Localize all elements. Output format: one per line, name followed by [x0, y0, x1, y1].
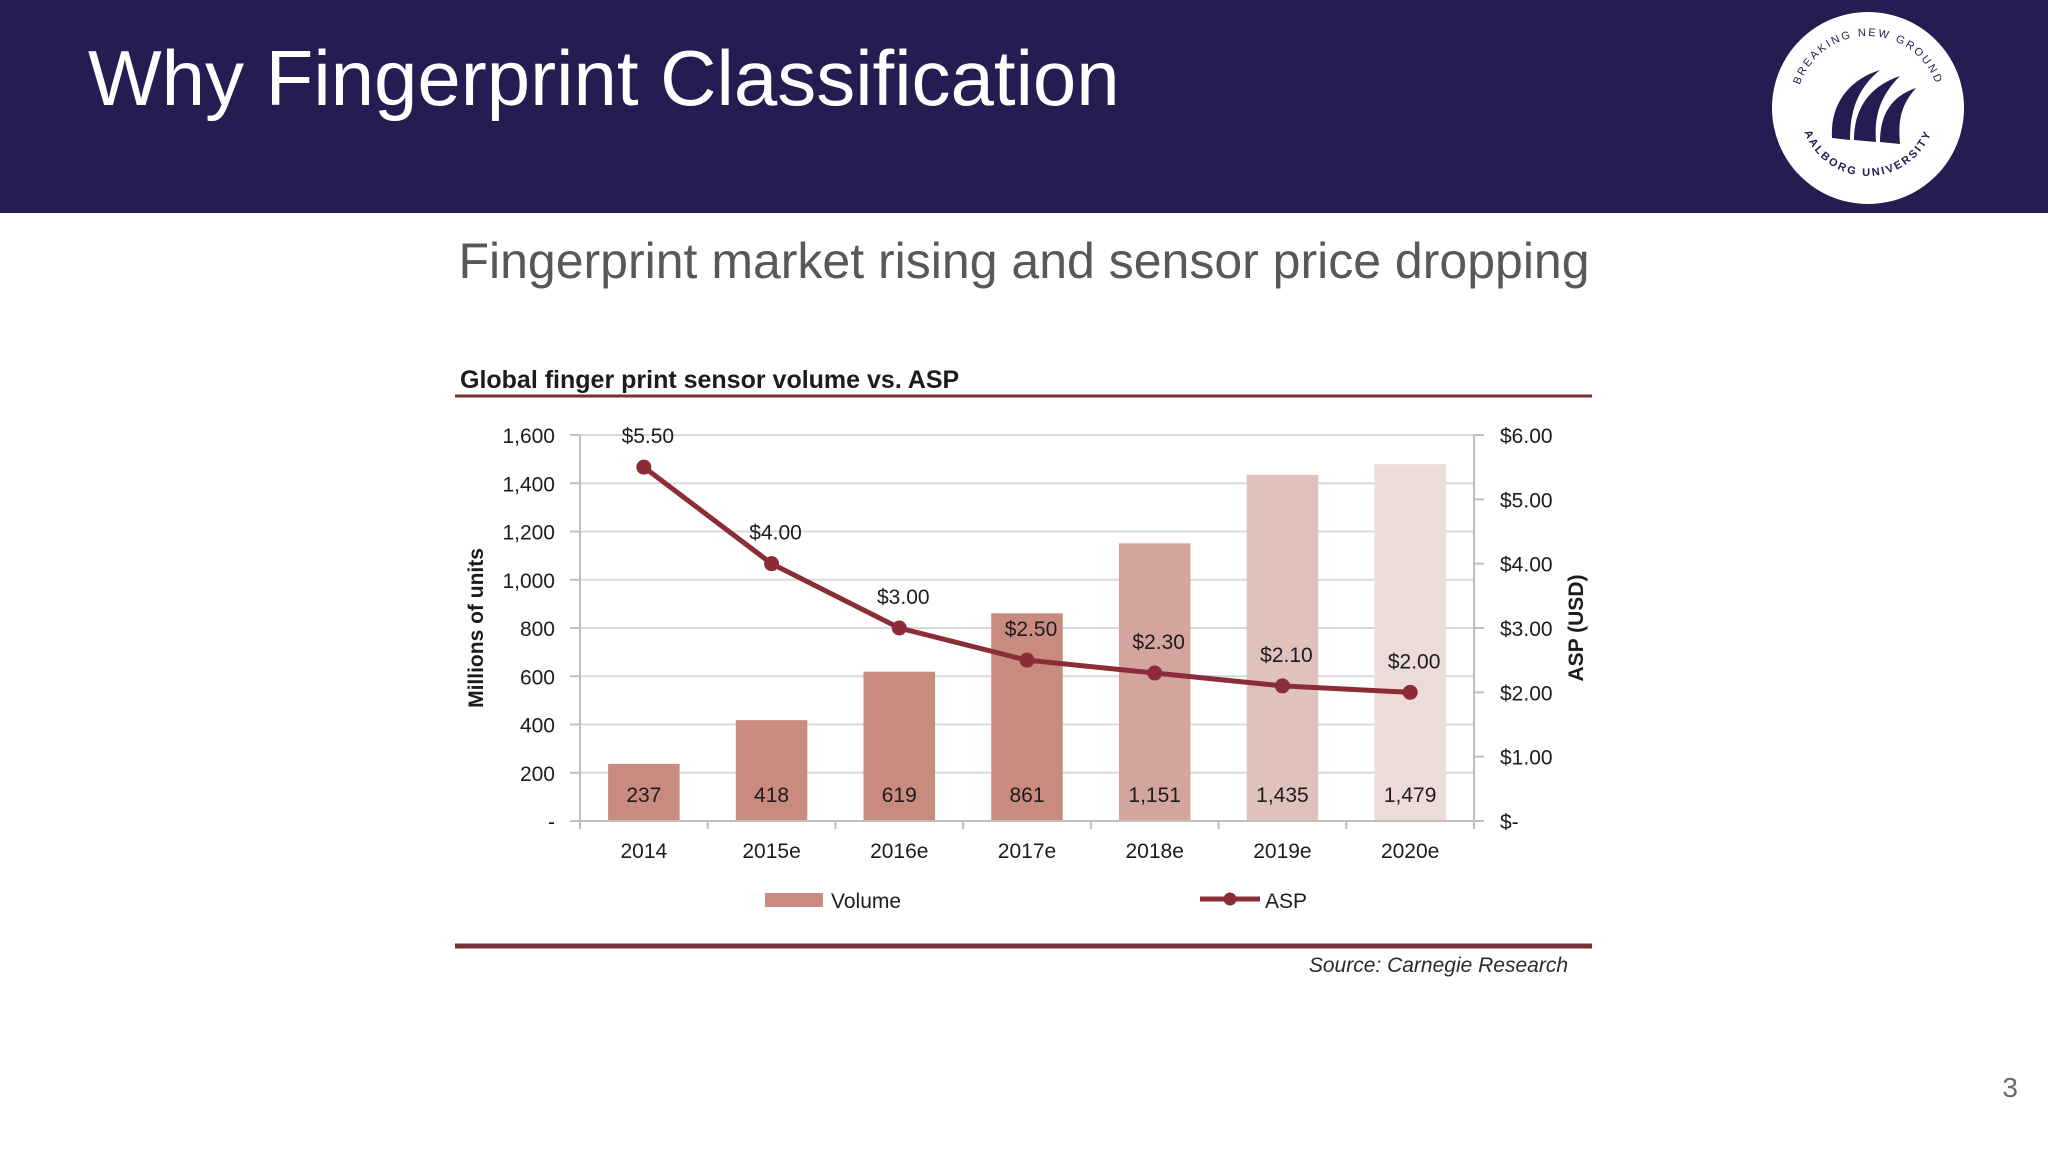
volume-bar: [1246, 474, 1319, 821]
aalborg-wave-icon: [1831, 70, 1916, 144]
y2-axis-label: ASP (USD): [1565, 575, 1588, 682]
axes: - 200 400 600 800 1,000 1,200 1,400 1,600 $- $1.00…: [502, 425, 1552, 863]
x-tick-label: 2015e: [742, 840, 800, 863]
asp-value-label: $2.50: [1005, 618, 1058, 641]
legend-volume-swatch: [765, 893, 823, 907]
y-tick-label: 1,600: [502, 425, 555, 448]
volume-bar: [863, 671, 936, 821]
volume-value-label: 619: [882, 784, 917, 807]
asp-point: [891, 620, 907, 636]
asp-point: [1147, 665, 1163, 681]
asp-point: [1402, 684, 1418, 700]
legend-volume-label: Volume: [831, 890, 901, 913]
asp-line: [636, 459, 1418, 700]
y-tick-label: 200: [520, 763, 555, 786]
data-labels: 237 418 619 861 1,151 1,435 1,479 $5.50 $4.00 $3.…: [622, 425, 1441, 807]
volume-bar: [735, 720, 808, 821]
y-tick-label: 800: [520, 618, 555, 641]
x-tick-label: 2020e: [1381, 840, 1439, 863]
y2-tick-label: $4.00: [1500, 554, 1553, 577]
volume-value-label: 237: [626, 784, 661, 807]
volume-value-label: 1,151: [1128, 784, 1181, 807]
y-tick-label: -: [548, 811, 555, 834]
chart-source: Source: Carnegie Research: [1309, 954, 1568, 977]
slide-header: Why Fingerprint Classification BREAKING …: [0, 0, 2048, 213]
volume-bars: [608, 464, 1446, 821]
volume-bar: [1374, 464, 1446, 821]
y-tick-label: 1,400: [502, 473, 555, 496]
volume-bar: [1118, 543, 1191, 821]
y-tick-label: 1,000: [502, 570, 555, 593]
slide-subtitle: Fingerprint market rising and sensor pri…: [458, 233, 1590, 289]
volume-value-label: 1,435: [1256, 784, 1309, 807]
volume-bar: [608, 763, 680, 821]
x-tick-label: 2017e: [998, 840, 1056, 863]
y-tick-label: 600: [520, 666, 555, 689]
y2-tick-label: $6.00: [1500, 425, 1553, 448]
slide-title: Why Fingerprint Classification: [88, 34, 1120, 122]
asp-point: [636, 459, 652, 475]
y-tick-label: 1,200: [502, 522, 555, 545]
legend-asp-label: ASP: [1265, 890, 1307, 913]
x-tick-label: 2016e: [870, 840, 928, 863]
asp-point: [1019, 652, 1035, 668]
y2-tick-label: $3.00: [1500, 618, 1553, 641]
x-tick-label: 2019e: [1253, 840, 1311, 863]
y-tick-label: 400: [520, 715, 555, 738]
y2-tick-label: $1.00: [1500, 747, 1553, 770]
asp-point: [764, 556, 780, 572]
asp-value-label: $2.10: [1260, 644, 1313, 667]
chart-title: Global finger print sensor volume vs. AS…: [460, 366, 959, 394]
asp-value-label: $2.30: [1132, 631, 1185, 654]
asp-point: [1274, 678, 1290, 694]
page-number: 3: [2002, 1072, 2018, 1103]
y2-tick-label: $2.00: [1500, 682, 1553, 705]
y2-tick-label: $-: [1500, 811, 1519, 834]
asp-value-label: $2.00: [1388, 650, 1441, 673]
y2-tick-label: $5.00: [1500, 489, 1553, 512]
y-axis-label: Millions of units: [465, 548, 488, 708]
volume-value-label: 1,479: [1384, 784, 1437, 807]
asp-value-label: $5.50: [622, 425, 675, 448]
volume-value-label: 861: [1009, 784, 1044, 807]
x-tick-label: 2014: [620, 840, 667, 863]
asp-value-label: $3.00: [877, 586, 930, 609]
asp-value-label: $4.00: [749, 522, 802, 545]
university-logo: BREAKING NEW GROUND AALBORG UNIVERSITY: [1772, 12, 1964, 204]
volume-value-label: 418: [754, 784, 789, 807]
legend: Volume ASP: [765, 890, 1307, 913]
volume-bar: [991, 613, 1063, 821]
legend-asp-marker: [1223, 892, 1237, 906]
x-tick-label: 2018e: [1126, 840, 1184, 863]
